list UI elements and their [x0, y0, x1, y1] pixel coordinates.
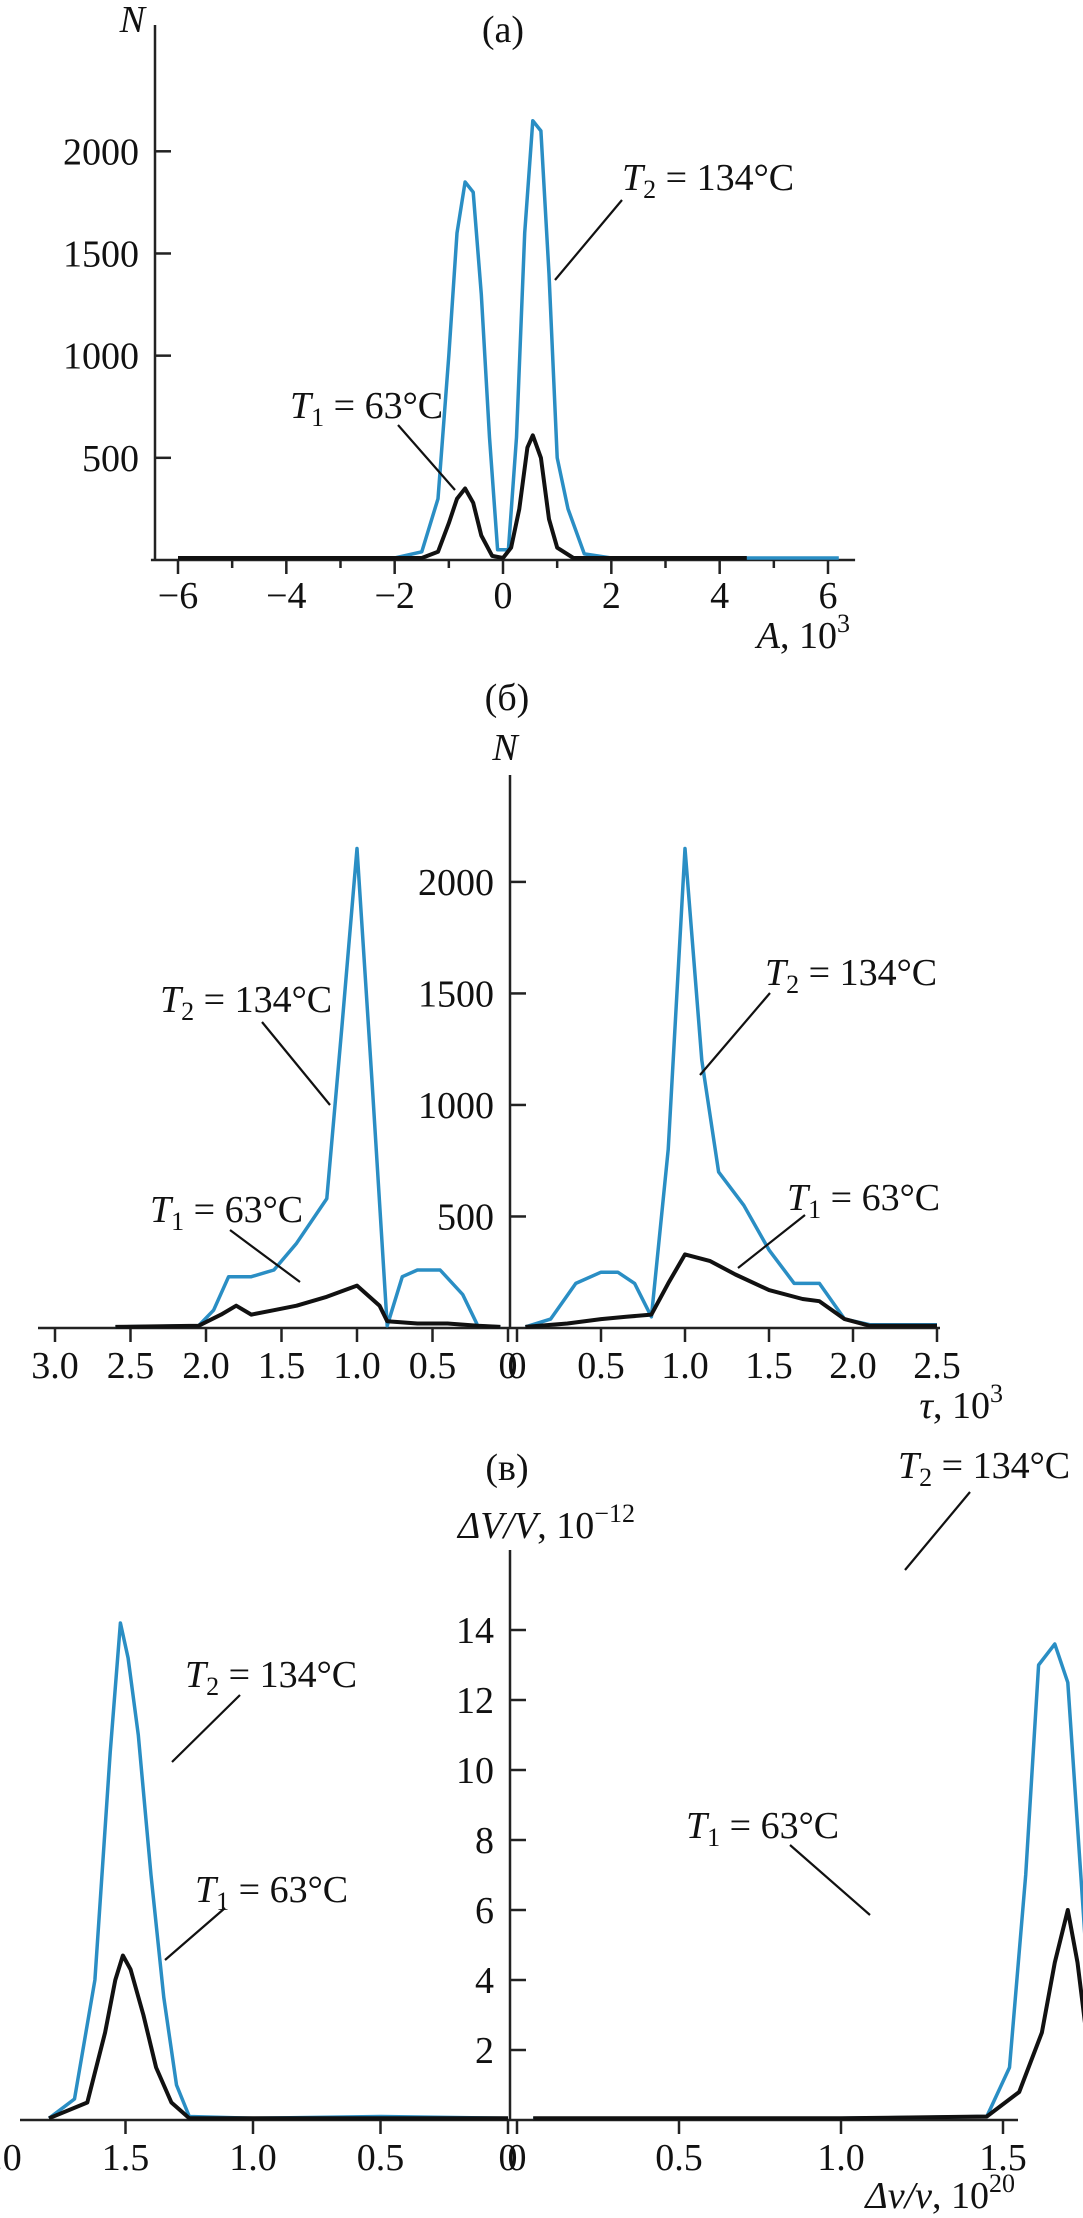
panel-label-a: (a) — [482, 9, 524, 51]
x-tick-label-b-left-0: 3.0 — [31, 1345, 79, 1387]
x-tick-label-b-right-5: 2.5 — [913, 1345, 961, 1387]
x-tick-label-a-6: 6 — [819, 575, 838, 617]
x-tick-label-c-left-3: 0.5 — [357, 2137, 405, 2179]
leader-a-t2 — [554, 199, 623, 281]
y-tick-label-b-1000: 1000 — [418, 1085, 494, 1127]
x-tick-label-a-4: 2 — [602, 575, 621, 617]
x-tick-label-c-right-1: 0.5 — [655, 2137, 703, 2179]
series-line-a-t2 — [178, 118, 839, 560]
y-tick-label-c-8: 8 — [475, 1820, 494, 1862]
x-tick-label-b-left-4: 1.0 — [333, 1345, 381, 1387]
panel-label-c: (в) — [485, 1447, 528, 1489]
annotation-a-t1: T1 = 63°C — [290, 385, 443, 432]
x-tick-label-b-right-3: 1.5 — [745, 1345, 793, 1387]
x-axis-label-a: A, 103 — [754, 609, 850, 657]
x-tick-label-b-left-3: 1.5 — [258, 1345, 306, 1387]
x-tick-label-b-right-4: 2.0 — [829, 1345, 877, 1387]
y-axis-label-c: ΔV/V, 10−12 — [456, 1499, 635, 1547]
y-tick-label-a-1500: 1500 — [63, 233, 139, 275]
x-tick-label-c-left-0: 2.0 — [0, 2137, 22, 2179]
y-tick-label-c-14: 14 — [456, 1610, 494, 1652]
leader-c-right-t1 — [789, 1844, 871, 1916]
leader-c-left-t2 — [171, 1694, 241, 1763]
x-tick-label-a-1: −4 — [266, 575, 306, 617]
y-tick-label-a-500: 500 — [82, 438, 139, 480]
x-tick-label-a-0: −6 — [158, 575, 198, 617]
series-line-b-right-t2 — [524, 846, 937, 1329]
annotation-b-left-t1: T1 = 63°C — [150, 1189, 303, 1236]
leader-c-right-t2 — [904, 1491, 971, 1571]
series-line-a-t1 — [178, 433, 747, 560]
annotation-c-right-t1: T1 = 63°C — [686, 1805, 839, 1852]
x-tick-label-b-right-2: 1.0 — [661, 1345, 709, 1387]
x-tick-label-b-left-6: 0 — [499, 1345, 518, 1387]
y-tick-label-b-1500: 1500 — [418, 973, 494, 1015]
annotation-a-t2: T2 = 134°C — [622, 157, 794, 204]
x-tick-label-a-2: −2 — [374, 575, 414, 617]
annotation-b-right-t2: T2 = 134°C — [765, 952, 937, 999]
y-tick-label-c-6: 6 — [475, 1890, 494, 1932]
x-tick-label-c-right-3: 1.5 — [979, 2137, 1027, 2179]
x-tick-label-c-left-2: 1.0 — [229, 2137, 277, 2179]
y-tick-label-a-1000: 1000 — [63, 336, 139, 378]
x-tick-label-c-right-0: 0 — [508, 2137, 527, 2179]
y-tick-label-b-2000: 2000 — [418, 862, 494, 904]
annotation-b-left-t2: T2 = 134°C — [160, 979, 332, 1026]
x-axis-label-c: Δν/ν, 1020 — [863, 2169, 1015, 2217]
annotation-c-right-t2: T2 = 134°C — [898, 1445, 1070, 1492]
x-tick-label-a-3: 0 — [494, 575, 513, 617]
series-line-c-left-t1 — [48, 1953, 508, 2121]
x-tick-label-b-left-1: 2.5 — [107, 1345, 155, 1387]
y-tick-label-a-2000: 2000 — [63, 131, 139, 173]
y-axis-label-a: N — [119, 0, 148, 41]
x-axis-label-b: τ, 103 — [919, 1379, 1003, 1427]
x-tick-label-b-right-0: 0 — [508, 1345, 527, 1387]
leader-b-right-t1 — [737, 1214, 806, 1269]
leader-a-t1 — [397, 424, 456, 491]
series-line-c-right-t1 — [533, 1908, 1083, 2121]
annotation-b-right-t1: T1 = 63°C — [787, 1177, 940, 1224]
series-line-c-right-t2 — [533, 1642, 1083, 2121]
y-tick-label-c-10: 10 — [456, 1750, 494, 1792]
y-tick-label-c-12: 12 — [456, 1680, 494, 1722]
y-axis-label-b: N — [491, 727, 520, 769]
y-tick-label-c-4: 4 — [475, 1960, 494, 2002]
annotation-c-left-t1: T1 = 63°C — [195, 1869, 348, 1916]
series-line-b-left-t2 — [115, 846, 501, 1329]
x-tick-label-c-left-1: 1.5 — [102, 2137, 150, 2179]
leader-b-left-t1 — [229, 1229, 301, 1283]
x-tick-label-b-left-5: 0.5 — [409, 1345, 457, 1387]
x-tick-label-c-right-2: 1.0 — [817, 2137, 865, 2179]
x-tick-label-b-left-2: 2.0 — [182, 1345, 230, 1387]
leader-b-left-t2 — [261, 1021, 331, 1106]
x-tick-label-b-right-1: 0.5 — [577, 1345, 625, 1387]
leader-c-left-t1 — [164, 1907, 226, 1961]
y-tick-label-c-2: 2 — [475, 2030, 494, 2072]
series-line-b-right-t1 — [525, 1252, 937, 1329]
leader-b-right-t2 — [699, 992, 771, 1076]
panel-label-b: (б) — [485, 677, 530, 719]
annotation-c-left-t2: T2 = 134°C — [185, 1654, 357, 1701]
series-line-b-left-t1 — [115, 1283, 501, 1329]
panel-a: (a) N 500 1000 1500 2000 −6 −4 −2 0 2 4 6 — [63, 0, 856, 617]
y-tick-label-b-500: 500 — [437, 1196, 494, 1238]
x-tick-label-a-5: 4 — [710, 575, 729, 617]
x-tick-label-c-left-4: 0 — [499, 2137, 518, 2179]
